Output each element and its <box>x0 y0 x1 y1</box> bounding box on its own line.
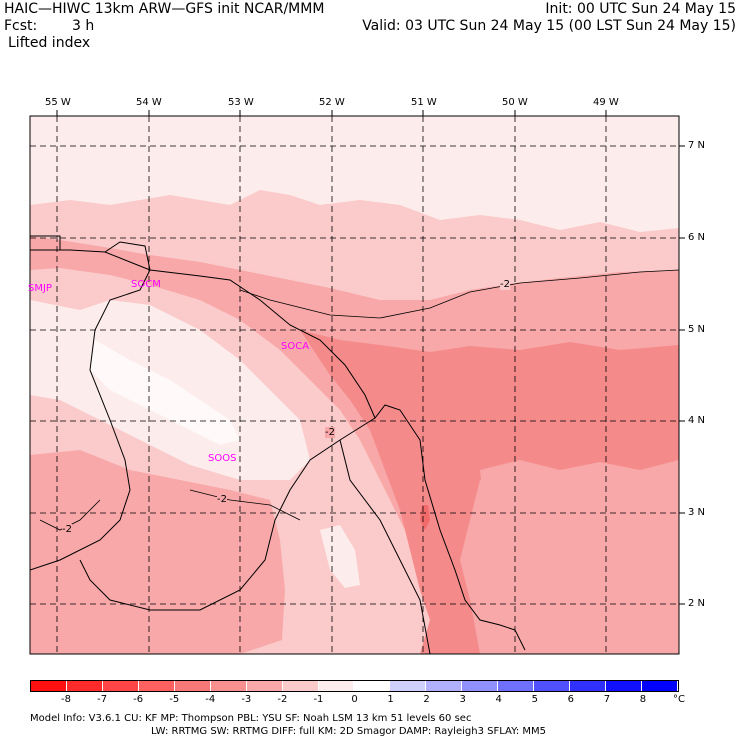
colorbar-tick-label: 5 <box>531 694 538 705</box>
colorbar-swatch <box>498 681 535 691</box>
colorbar-tick-label: 8 <box>639 694 647 705</box>
coast-detail <box>30 235 151 271</box>
lon-label-49w: 49 W <box>593 97 619 108</box>
station-label-soos: SOOS <box>208 453 237 464</box>
model-info-line1: Model Info: V3.6.1 CU: KF MP: Thompson P… <box>30 713 472 724</box>
colorbar-swatch <box>570 681 606 691</box>
fill-band-neg2-neg3 <box>30 236 679 654</box>
colorbar-swatch <box>210 681 247 691</box>
graticule <box>30 116 679 654</box>
border-east <box>339 439 431 654</box>
lon-label-51w: 51 W <box>411 97 437 108</box>
lon-label-53w: 53 W <box>228 97 254 108</box>
colorbar-swatch <box>66 681 103 691</box>
init-time: Init: 00 UTC Sun 24 May 15 <box>545 1 736 17</box>
station-label-smjp: SMJP <box>28 283 52 294</box>
colorbar-tick-label: -6 <box>133 694 144 705</box>
colorbar-tick-label: 1 <box>387 694 394 705</box>
colorbar-tick-label: -1 <box>313 694 324 705</box>
lon-label-55w: 55 W <box>45 97 71 108</box>
colorbar-swatch <box>534 681 571 691</box>
colorbar-swatch <box>138 681 175 691</box>
colorbar-swatch <box>390 681 427 691</box>
contour-label: -2 <box>500 279 510 290</box>
lon-label-50w: 50 W <box>502 97 528 108</box>
lon-label-52w: 52 W <box>319 97 345 108</box>
contour-label: -2 <box>325 427 335 438</box>
colorbar-swatch <box>282 681 319 691</box>
model-title: HAIC—HIWC 13km ARW—GFS init NCAR/MMM <box>4 1 325 17</box>
forecast-label: Fcst: <box>4 18 38 34</box>
colorbar-tick-label: 0 <box>351 694 358 705</box>
colorbar-tick-label: -5 <box>169 694 180 705</box>
forecast-value: 3 h <box>72 18 95 34</box>
border-central <box>79 417 376 611</box>
lat-label-3n: 3 N <box>688 507 706 518</box>
colorbar-tick-label: 6 <box>567 694 575 705</box>
lat-label-4n: 4 N <box>688 415 706 426</box>
lat-label-6n: 6 N <box>688 232 706 243</box>
colorbar-swatch <box>606 681 642 691</box>
contour-label: -2 <box>217 494 227 505</box>
fill-interior-white <box>90 340 240 445</box>
station-label-soca: SOCA <box>281 341 310 352</box>
model-info-line2: LW: RRTMG SW: RRTMG DIFF: full KM: 2D Sm… <box>151 726 547 737</box>
colorbar-swatch <box>354 681 391 691</box>
colorbar-swatch <box>102 681 139 691</box>
contour-label: -2 <box>62 524 72 535</box>
lat-label-2n: 2 N <box>688 598 706 609</box>
valid-time: Valid: 03 UTC Sun 24 May 15 (00 LST Sun … <box>362 18 736 34</box>
colorbar <box>30 680 679 692</box>
map-frame <box>29 115 680 655</box>
colorbar-tick-label: -3 <box>241 694 252 705</box>
colorbar-tick-label: -4 <box>205 694 216 705</box>
colorbar-unit: °C <box>673 694 685 705</box>
colorbar-swatch <box>318 681 355 691</box>
colorbar-tick-label: 3 <box>459 694 466 705</box>
colorbar-swatch <box>641 681 678 691</box>
fill-band-neg3-neg4 <box>300 330 679 654</box>
border-west <box>30 269 151 571</box>
fill-patch-east <box>480 460 679 525</box>
colorbar-swatch <box>426 681 463 691</box>
fill-patch-dark <box>420 505 430 530</box>
colorbar-tick-label: 7 <box>603 694 611 705</box>
lat-label-7n: 7 N <box>688 140 706 151</box>
colorbar-tick-label: -8 <box>61 694 72 705</box>
colorbar-tick-label: 2 <box>423 694 430 705</box>
field-name: Lifted index <box>8 35 91 51</box>
colorbar-tick-label: -2 <box>277 694 288 705</box>
fill-band-0-neg1 <box>30 116 679 232</box>
colorbar-swatch <box>174 681 211 691</box>
colorbar-tick-label: 4 <box>495 694 502 705</box>
colorbar-swatch <box>246 681 283 691</box>
colorbar-swatch <box>31 681 67 691</box>
fill-patch-south <box>320 525 360 588</box>
contour-neg2-north <box>239 269 679 319</box>
station-label-socm: SOCM <box>131 279 161 290</box>
contour-neg2-sw <box>189 489 301 521</box>
lat-label-5n: 5 N <box>688 324 706 335</box>
lon-label-54w: 54 W <box>136 97 162 108</box>
axis-ticks <box>56 110 685 605</box>
colorbar-tick-label: -7 <box>97 694 108 705</box>
colorbar-swatch <box>462 681 499 691</box>
